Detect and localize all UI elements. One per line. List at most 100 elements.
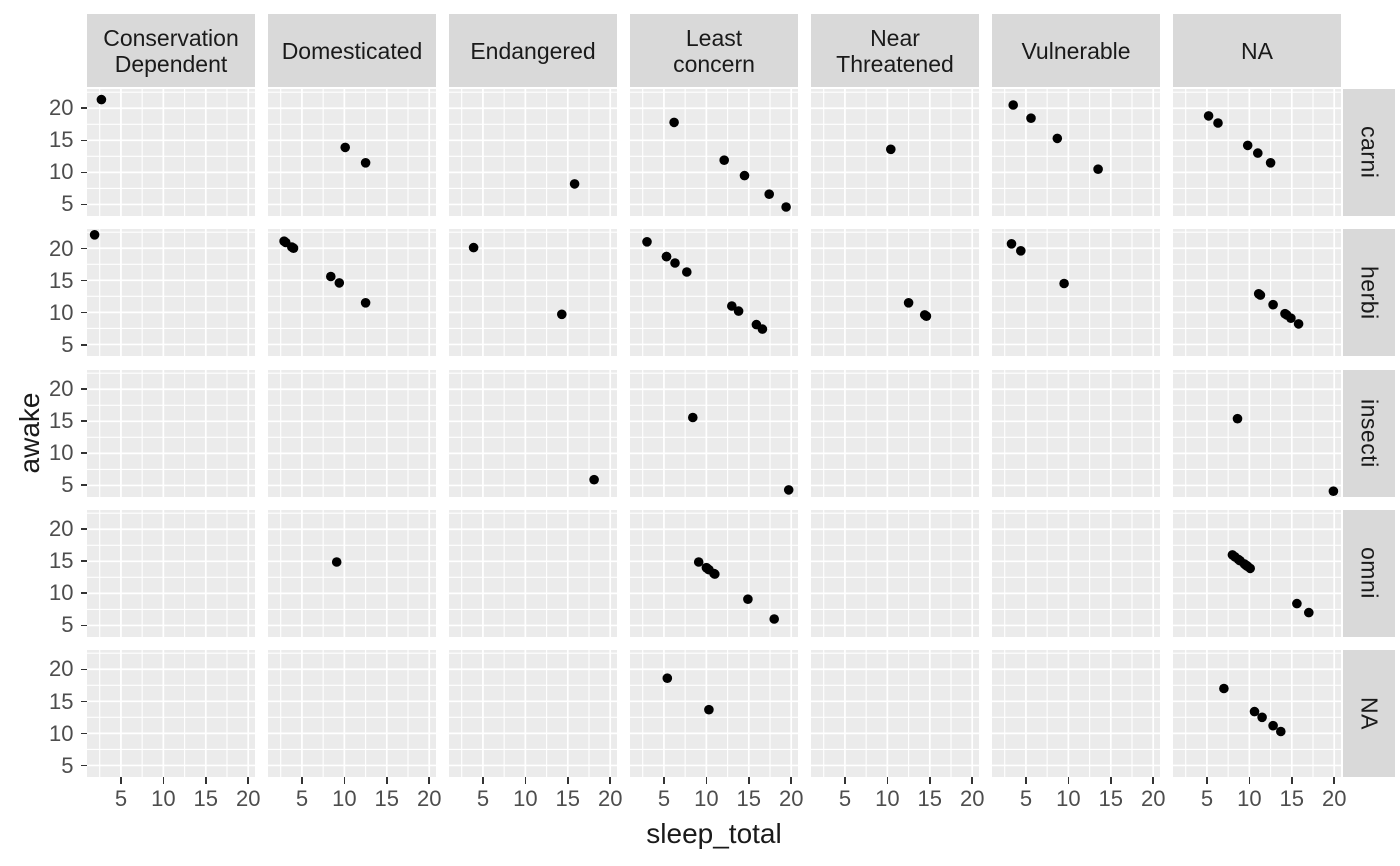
x-tick-label: 5 (295, 786, 309, 812)
y-tick-label: 10 (49, 720, 74, 746)
panel-canvas (630, 650, 798, 778)
x-tick-label: 20 (778, 786, 804, 812)
facet-panel (87, 509, 255, 637)
data-point (1253, 148, 1263, 158)
y-tick-label: 10 (49, 439, 74, 465)
y-tick-label: 5 (61, 752, 74, 778)
facet-panel (1173, 89, 1341, 216)
x-tick-label: 5 (657, 786, 671, 812)
facet-row-strip: herbi (1343, 229, 1395, 357)
facet-panel (630, 650, 798, 778)
y-tick-label: 15 (49, 407, 74, 433)
facet-column-strip: NA (1173, 14, 1341, 87)
facet-panel (449, 89, 617, 216)
facet-column-strip: Endangered (449, 14, 617, 87)
facet-panel (811, 650, 979, 778)
y-tick-mark (80, 764, 87, 767)
x-tick-label: 10 (694, 786, 719, 812)
facet-panel (811, 89, 979, 216)
data-point (360, 158, 371, 168)
panel-canvas (811, 650, 979, 778)
data-point (569, 179, 580, 189)
y-tick-mark (80, 343, 87, 346)
data-point (642, 237, 652, 247)
y-tick-label: 15 (49, 688, 74, 714)
panel-canvas (811, 509, 979, 637)
x-tick-mark (428, 777, 430, 784)
data-point (89, 230, 100, 240)
x-tick-mark (844, 777, 846, 784)
panel-canvas (992, 369, 1160, 497)
data-point (1016, 246, 1026, 256)
x-tick-label: 20 (416, 786, 442, 812)
data-point (1265, 158, 1276, 168)
data-point (340, 142, 350, 153)
panel-canvas (811, 89, 979, 216)
y-tick-label: 15 (49, 127, 74, 153)
facet-panel (630, 509, 798, 637)
y-tick-mark (80, 311, 87, 314)
y-tick-mark (80, 700, 87, 703)
x-tick-label: 15 (374, 786, 400, 812)
data-point (710, 569, 720, 579)
y-tick-mark (80, 668, 87, 671)
y-tick-mark (80, 528, 87, 530)
x-tick-label: 15 (555, 786, 581, 812)
facet-panel (87, 89, 255, 216)
data-point (1257, 712, 1267, 723)
x-tick-mark (204, 777, 207, 784)
data-point (589, 474, 599, 485)
facet-panel (1173, 650, 1341, 778)
x-tick-mark (609, 777, 611, 784)
data-point (360, 298, 371, 308)
facet-panel (268, 509, 436, 637)
y-tick-label: 5 (61, 612, 74, 638)
y-tick-label: 10 (49, 580, 74, 606)
data-point (1052, 133, 1063, 144)
facet-panel (268, 650, 436, 778)
x-tick-label: 20 (1321, 786, 1347, 812)
y-tick-mark (80, 203, 87, 206)
data-point (1293, 319, 1304, 329)
data-point (1292, 598, 1302, 609)
data-point (886, 144, 896, 155)
x-tick-label: 10 (513, 786, 538, 812)
panel-canvas (87, 650, 255, 778)
x-tick-mark (482, 777, 484, 784)
data-point (1249, 706, 1260, 717)
x-tick-mark (705, 777, 708, 784)
facet-panel (1173, 369, 1341, 497)
x-tick-label: 15 (1098, 786, 1124, 812)
data-point (1232, 413, 1243, 424)
facet-panel (268, 229, 436, 357)
data-point (1203, 111, 1214, 121)
data-point (704, 705, 714, 715)
y-tick-label: 20 (49, 235, 74, 261)
x-tick-mark (120, 777, 122, 784)
panel-canvas (1173, 369, 1341, 497)
data-point (781, 202, 791, 212)
facet-panel (992, 229, 1160, 357)
data-point (1304, 607, 1314, 618)
x-tick-mark (524, 777, 527, 784)
panel-canvas (268, 229, 436, 357)
facet-panel (449, 509, 617, 637)
y-tick-mark (80, 171, 87, 174)
facet-row-strip: insecti (1343, 369, 1395, 497)
data-point (921, 311, 932, 322)
panel-canvas (87, 509, 255, 637)
facet-panel (87, 650, 255, 778)
y-tick-mark (80, 388, 87, 390)
x-tick-mark (301, 777, 303, 784)
x-tick-label: 15 (917, 786, 943, 812)
y-tick-label: 15 (49, 548, 74, 574)
x-tick-label: 10 (151, 786, 176, 812)
data-point (557, 309, 567, 320)
y-tick-label: 20 (49, 95, 74, 121)
y-tick-mark (80, 484, 87, 486)
panel-canvas (268, 509, 436, 637)
data-point (693, 557, 704, 567)
y-tick-mark (80, 624, 87, 627)
data-point (1255, 290, 1266, 301)
x-tick-label: 10 (332, 786, 357, 812)
